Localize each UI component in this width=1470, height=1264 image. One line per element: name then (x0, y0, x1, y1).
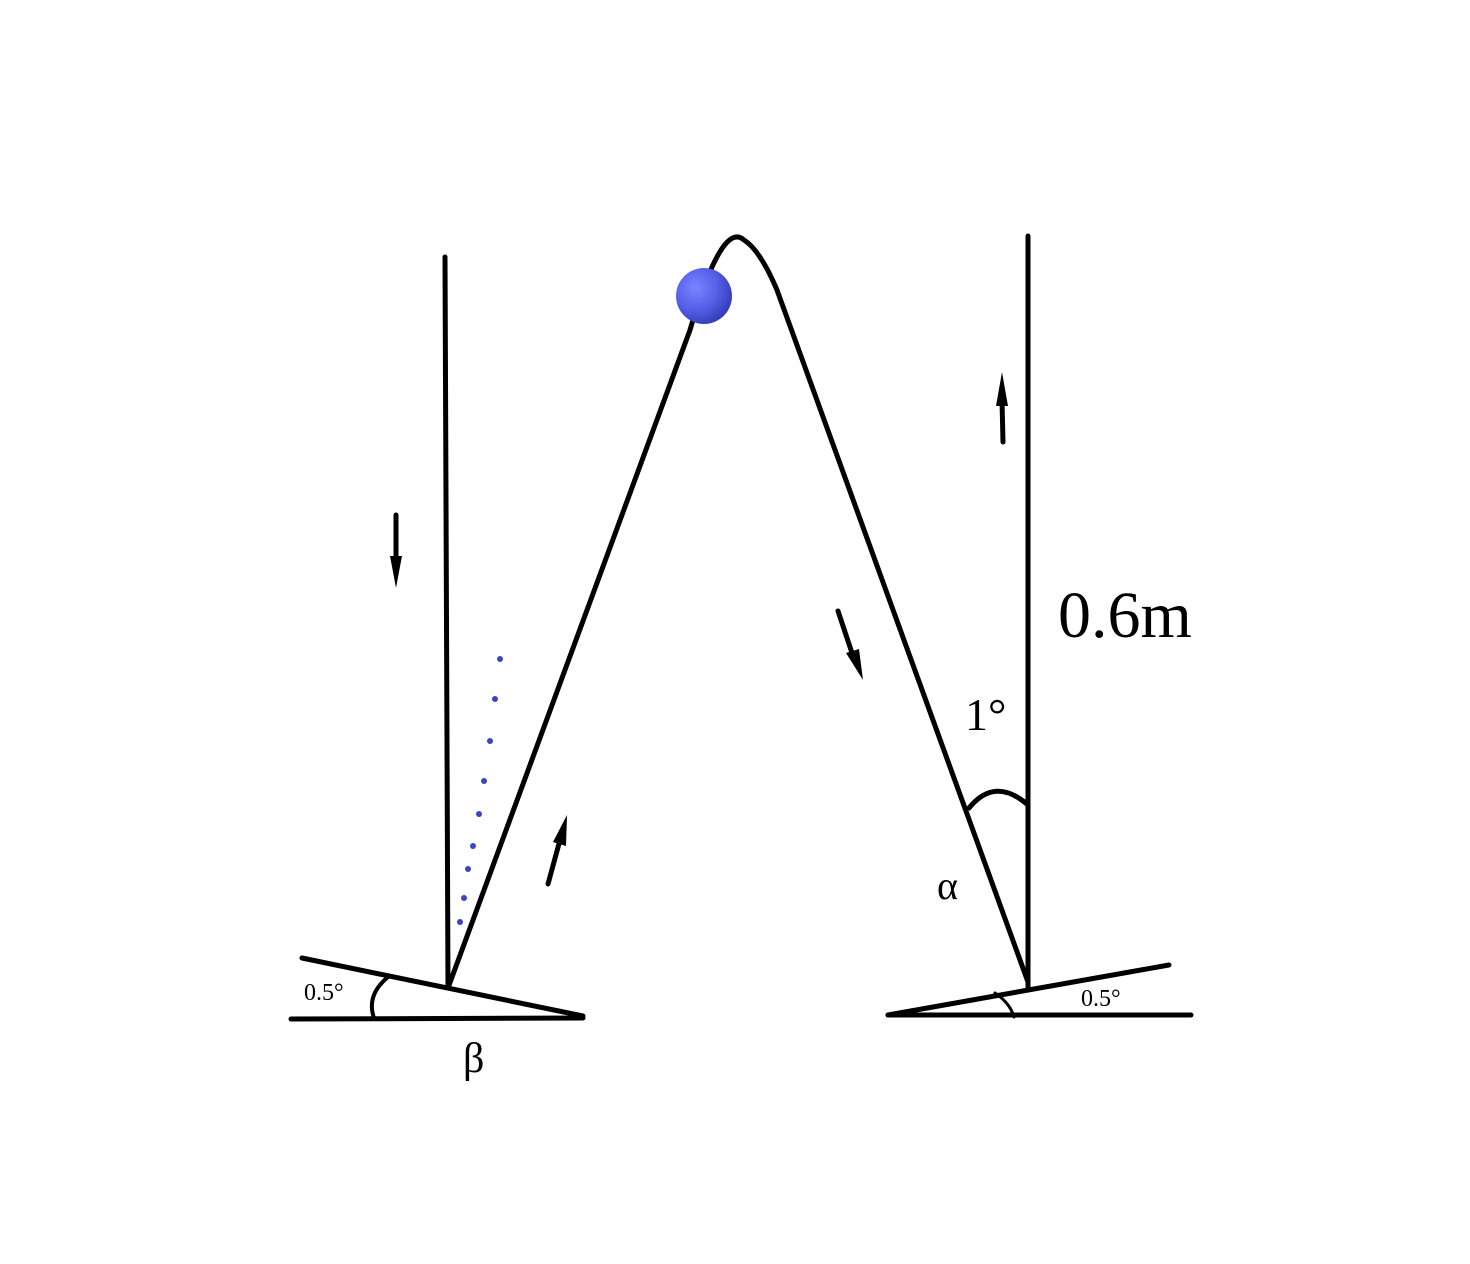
trail-dot (497, 656, 503, 662)
top-angle-arc (966, 788, 1031, 811)
height-label: 0.6m (1058, 579, 1192, 652)
right-base-angle-label: 0.5° (1081, 986, 1121, 1012)
arrow-right-down (835, 608, 863, 680)
top-angle-label: 1° (965, 689, 1006, 740)
left-horizontal-base (288, 1015, 586, 1022)
left-base-angle-arc (369, 975, 390, 1020)
arrow-left-up (545, 815, 567, 887)
arrow-right-up (996, 372, 1008, 445)
trail-dot (470, 843, 476, 849)
right-base-angle-arc (993, 991, 1016, 1019)
ball (676, 268, 732, 324)
arrow-left-down (390, 512, 402, 588)
beta-label: β (463, 1036, 484, 1082)
trail-dot (481, 778, 487, 784)
trail-dot (457, 919, 463, 925)
trail-dot (476, 811, 482, 817)
trail-dot (492, 696, 498, 702)
trail-dot (487, 738, 493, 744)
left-inclined-base (299, 955, 586, 1019)
dotted-trail (457, 656, 503, 925)
right-inclined-base (885, 962, 1172, 1018)
left-vertical-line (442, 254, 451, 991)
trail-dot (461, 895, 467, 901)
alpha-label: α (937, 863, 958, 908)
left-base-angle-label: 0.5° (304, 980, 344, 1006)
trail-dot (465, 866, 471, 872)
